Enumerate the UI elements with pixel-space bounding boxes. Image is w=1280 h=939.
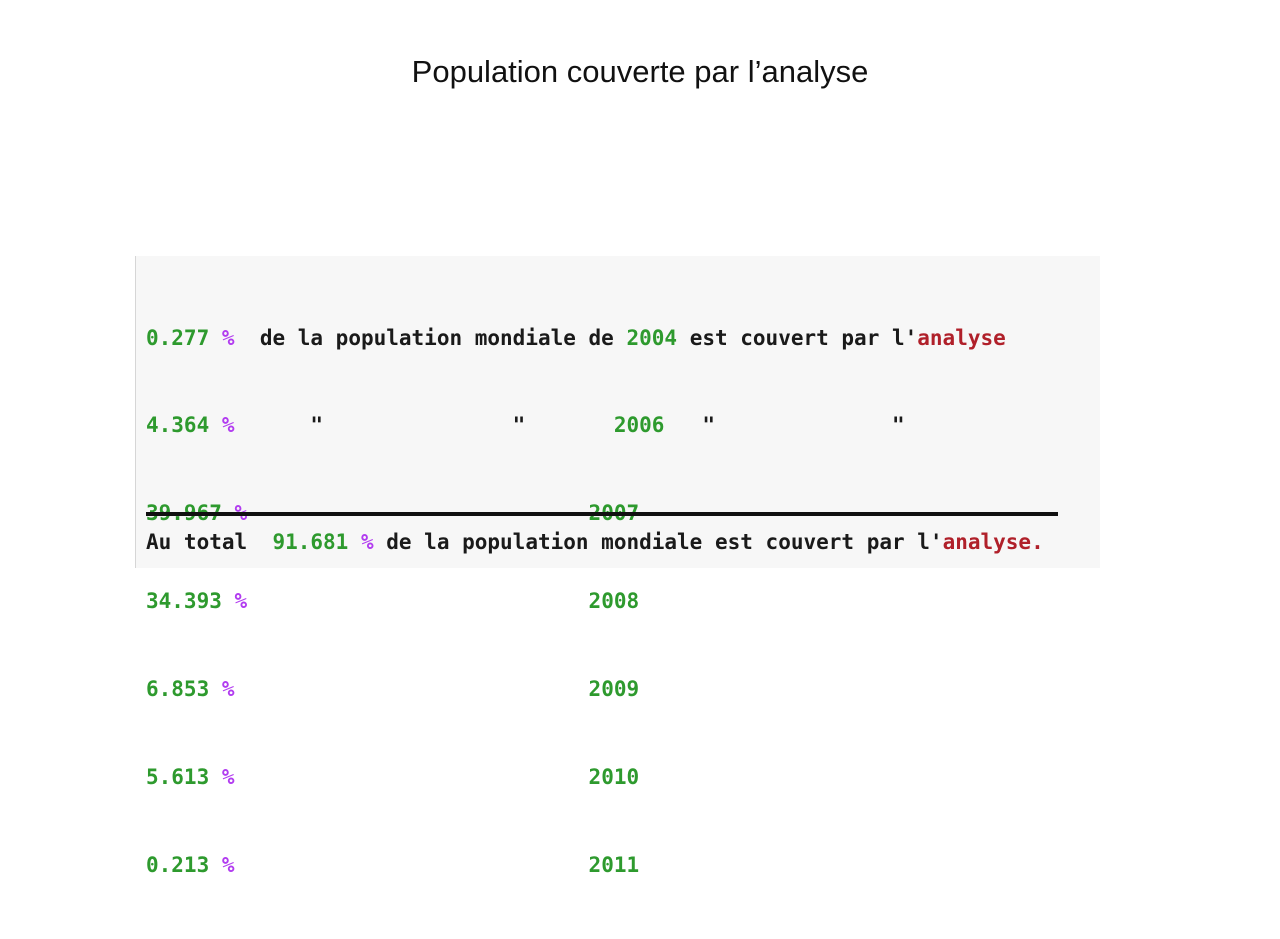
- percent-sign: %: [221, 765, 235, 790]
- keyword-analyse: analyse: [917, 325, 1006, 350]
- output-line: 34.393 % 2008: [146, 587, 1006, 616]
- percentage-value: 4.364: [146, 413, 210, 438]
- percent-sign: %: [221, 677, 235, 702]
- year-value: 2010: [588, 765, 640, 790]
- percentage-value: 6.853: [146, 677, 210, 702]
- keyword-analyse: analyse.: [942, 530, 1044, 554]
- line-text: [235, 677, 589, 701]
- percent-sign: %: [234, 589, 248, 614]
- percent-sign: %: [221, 413, 235, 438]
- line-text: [235, 853, 589, 877]
- percent-sign: %: [221, 325, 235, 350]
- output-lines: 0.277 % de la population mondiale de 200…: [146, 265, 1006, 939]
- year-value: 2008: [588, 589, 640, 614]
- output-line: 0.277 % de la population mondiale de 200…: [146, 324, 1006, 353]
- line-tail: est couvert par l': [677, 325, 918, 350]
- year-value: 2006: [613, 413, 665, 438]
- total-value: 91.681: [272, 530, 349, 554]
- separator-line: [146, 512, 1058, 516]
- year-value: 2009: [588, 677, 640, 702]
- line-text: [247, 589, 588, 613]
- output-line: 5.613 % 2010: [146, 763, 1006, 792]
- percent-sign: %: [360, 530, 374, 554]
- slide-title: Population couverte par l’analyse: [411, 54, 869, 89]
- line-text: de la population mondiale de: [234, 325, 627, 350]
- year-value: 2004: [626, 325, 678, 350]
- percentage-value: 34.393: [146, 589, 222, 614]
- code-output-panel: 0.277 % de la population mondiale de 200…: [135, 256, 1100, 877]
- percentage-value: 5.613: [146, 765, 210, 790]
- output-line: 4.364 % " " 2006 " ": [146, 411, 1006, 440]
- line-text: " ": [234, 413, 614, 438]
- line-tail: " ": [664, 413, 905, 438]
- total-text: de la population mondiale est couvert pa…: [373, 530, 943, 554]
- total-line: Au total 91.681 % de la population mondi…: [146, 528, 1044, 557]
- percentage-value: 0.213: [146, 852, 210, 877]
- percentage-value: 0.277: [146, 325, 210, 350]
- line-text: [235, 765, 589, 789]
- output-line: 6.853 % 2009: [146, 675, 1006, 704]
- year-value: 2011: [588, 852, 640, 877]
- percent-sign: %: [221, 852, 235, 877]
- total-prefix: Au total: [146, 530, 273, 554]
- output-line: 0.213 % 2011: [146, 851, 1006, 880]
